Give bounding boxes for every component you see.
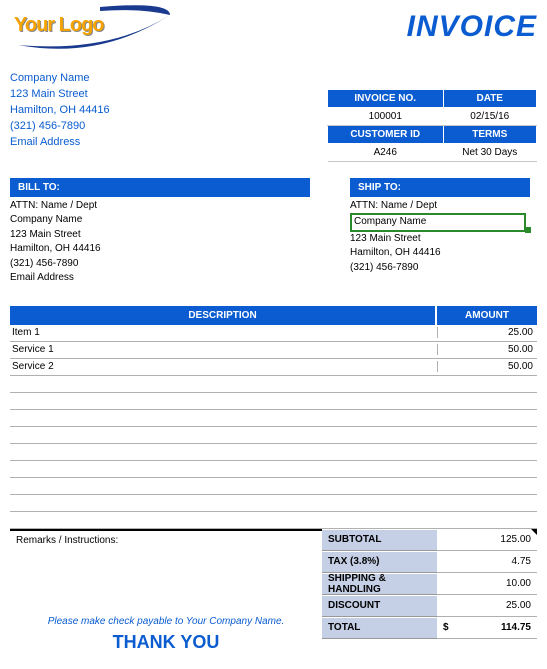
meta-invoice-no[interactable]: 100001 — [328, 107, 444, 125]
logo: Your Logo — [10, 10, 180, 65]
shipping-row: SHIPPING & HANDLING 10.00 — [322, 573, 537, 595]
item-description[interactable]: Item 1 — [10, 327, 437, 338]
shipping-value: 10.00 — [437, 573, 537, 595]
ship-to-phone[interactable]: (321) 456-7890 — [350, 261, 530, 276]
total-value: $ 114.75 — [437, 617, 537, 639]
tax-row: TAX (3.8%) 4.75 — [322, 551, 537, 573]
bill-to-city[interactable]: Hamilton, OH 44416 — [10, 242, 310, 257]
item-row — [10, 410, 537, 427]
item-row — [10, 478, 537, 495]
tax-value: 4.75 — [437, 551, 537, 573]
bill-to-block: ATTN: Name / Dept Company Name 123 Main … — [10, 199, 310, 286]
item-amount[interactable]: 50.00 — [437, 344, 537, 355]
meta-header-customer-id: CUSTOMER ID — [328, 125, 444, 143]
items-header-row: DESCRIPTION AMOUNT — [10, 306, 537, 325]
thank-you: THANK YOU — [10, 632, 322, 653]
totals-col: SUBTOTAL 125.00 TAX (3.8%) 4.75 SHIPPING… — [322, 529, 537, 659]
item-row: Service 250.00 — [10, 359, 537, 376]
meta-date[interactable]: 02/15/16 — [443, 107, 537, 125]
items-body: Item 125.00Service 150.00Service 250.00 — [10, 325, 537, 529]
top-row: Your Logo INVOICE — [10, 10, 537, 65]
remarks-label: Remarks / Instructions: — [16, 535, 316, 546]
tax-label: TAX (3.8%) — [322, 551, 437, 573]
item-row — [10, 461, 537, 478]
total-currency: $ — [443, 622, 501, 633]
item-row — [10, 444, 537, 461]
description-header: DESCRIPTION — [10, 306, 437, 325]
ship-to-street[interactable]: 123 Main Street — [350, 232, 530, 247]
item-amount[interactable]: 50.00 — [437, 361, 537, 372]
bill-to-phone[interactable]: (321) 456-7890 — [10, 257, 310, 272]
item-row: Item 125.00 — [10, 325, 537, 342]
subtotal-label: SUBTOTAL — [322, 529, 437, 551]
bill-ship-row: ATTN: Name / Dept Company Name 123 Main … — [10, 199, 537, 286]
meta-header-invoice-no: INVOICE NO. — [328, 89, 444, 107]
ship-to-company-selected-cell[interactable]: Company Name — [350, 213, 526, 232]
meta-customer-id[interactable]: A246 — [328, 143, 444, 161]
meta-header-date: DATE — [443, 89, 537, 107]
meta-terms[interactable]: Net 30 Days — [443, 143, 537, 161]
subtotal-row: SUBTOTAL 125.00 — [322, 529, 537, 551]
subtotal-value: 125.00 — [437, 529, 537, 551]
bill-to-header: BILL TO: — [10, 178, 310, 197]
ship-to-block: ATTN: Name / Dept Company Name 123 Main … — [350, 199, 530, 286]
total-label: TOTAL — [322, 617, 437, 639]
discount-value: 25.00 — [437, 595, 537, 617]
bill-to-company[interactable]: Company Name — [10, 213, 310, 228]
item-row — [10, 427, 537, 444]
total-amount: 114.75 — [501, 622, 531, 633]
shipping-label: SHIPPING & HANDLING — [322, 573, 437, 595]
item-row: Service 150.00 — [10, 342, 537, 359]
ship-to-header: SHIP TO: — [350, 178, 530, 197]
company-name: Company Name — [10, 71, 537, 87]
ship-to-attn[interactable]: ATTN: Name / Dept — [350, 199, 530, 214]
discount-row: DISCOUNT 25.00 — [322, 595, 537, 617]
ship-to-city[interactable]: Hamilton, OH 44416 — [350, 246, 530, 261]
invoice-title: INVOICE — [407, 10, 537, 44]
meta-header-terms: TERMS — [443, 125, 537, 143]
item-description[interactable]: Service 1 — [10, 344, 437, 355]
section-headers: BILL TO: SHIP TO: — [10, 178, 537, 197]
item-row — [10, 393, 537, 410]
fill-handle-icon[interactable] — [525, 227, 531, 233]
discount-label: DISCOUNT — [322, 595, 437, 617]
logo-text: Your Logo — [14, 14, 104, 37]
amount-header: AMOUNT — [437, 306, 537, 325]
bill-to-email[interactable]: Email Address — [10, 271, 310, 286]
item-description[interactable]: Service 2 — [10, 361, 437, 372]
comment-marker-icon — [531, 529, 537, 535]
payable-text: Please make check payable to Your Compan… — [10, 616, 322, 627]
bottom-row: Remarks / Instructions: Please make chec… — [10, 529, 537, 659]
bill-to-attn[interactable]: ATTN: Name / Dept — [10, 199, 310, 214]
meta-row: INVOICE NO. DATE 100001 02/15/16 CUSTOME… — [10, 89, 537, 162]
remarks-col: Remarks / Instructions: Please make chec… — [10, 529, 322, 659]
bill-to-street[interactable]: 123 Main Street — [10, 228, 310, 243]
item-row — [10, 495, 537, 512]
meta-table: INVOICE NO. DATE 100001 02/15/16 CUSTOME… — [327, 89, 537, 162]
total-row: TOTAL $ 114.75 — [322, 617, 537, 639]
item-amount[interactable]: 25.00 — [437, 327, 537, 338]
item-row — [10, 376, 537, 393]
item-row — [10, 512, 537, 529]
